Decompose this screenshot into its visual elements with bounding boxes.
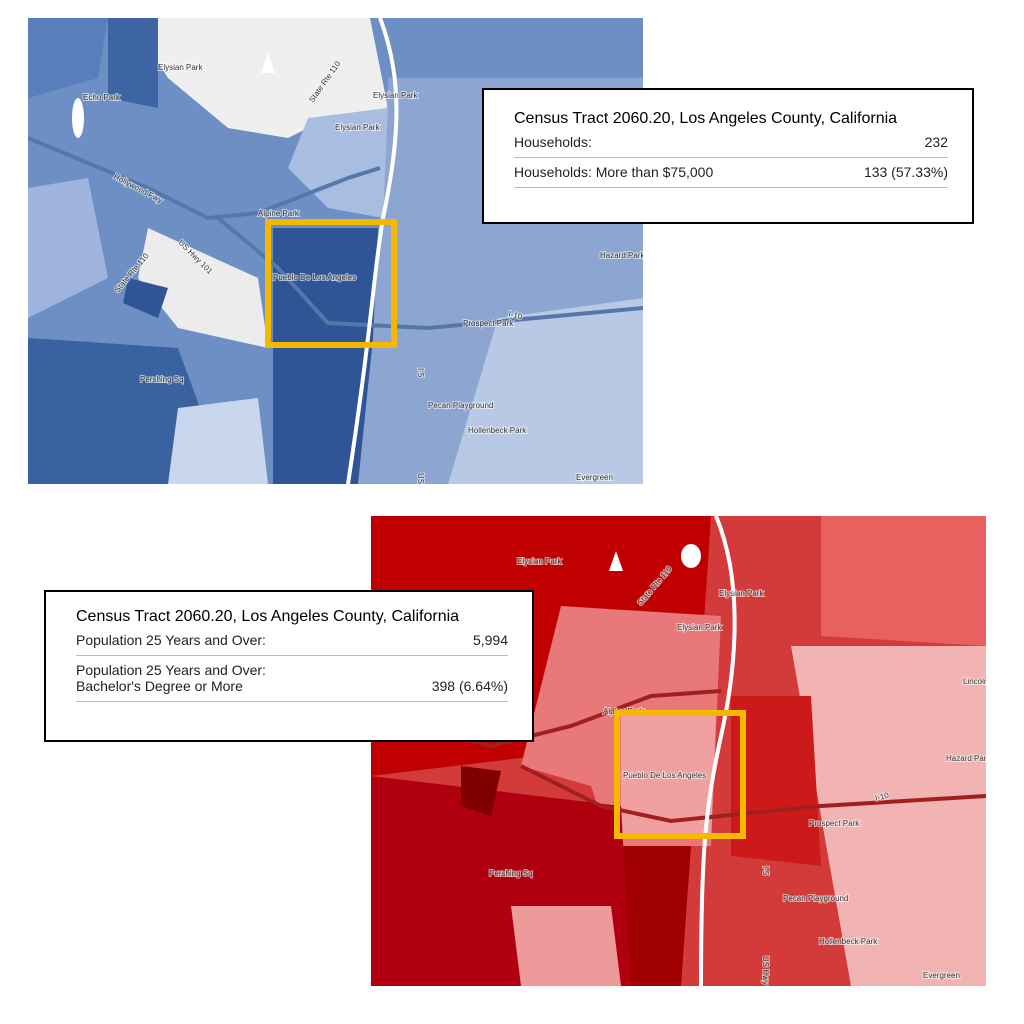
row-label-line: Households:: [514, 134, 592, 150]
popup-row: Population 25 Years and Over: Bachelor's …: [76, 656, 508, 702]
map-label: Pershing Sq: [140, 375, 184, 384]
map-label: Elysian Park: [335, 123, 380, 132]
row-label: Households:: [514, 134, 592, 150]
map-label: Pershing Sq: [489, 869, 533, 878]
map-label: Evergreen: [923, 971, 960, 980]
map-label: Prospect Park: [809, 819, 860, 828]
map-label: Echo Park: [83, 93, 121, 102]
map-label: Pueblo De Los Angeles: [623, 771, 706, 780]
map-label: Hazard Park: [946, 754, 986, 763]
row-label: Population 25 Years and Over:: [76, 632, 266, 648]
map-label: Hazard Park: [600, 251, 643, 260]
map-label: I-5: [416, 368, 425, 378]
row-label: Households: More than $75,000: [514, 164, 713, 180]
map-label: Prospect Park: [463, 319, 514, 328]
popup-title: Census Tract 2060.20, Los Angeles County…: [76, 608, 460, 625]
popup-row: Households: 232: [514, 128, 948, 158]
popup: Census Tract 2060.20, Los Angeles County…: [482, 88, 974, 224]
highlight-box: [614, 710, 746, 839]
map-label: Elysian Park: [677, 623, 722, 632]
row-value: 232: [924, 134, 948, 150]
row-value: 5,994: [472, 632, 508, 648]
map-label: Elysian Park: [158, 63, 203, 72]
map-label: US Hwy 101: [761, 956, 770, 986]
row-value: 398 (6.64%): [431, 678, 508, 694]
map-label: Pecan Playground: [783, 894, 848, 903]
row-value: 133 (57.33%): [863, 164, 948, 180]
popup: Census Tract 2060.20, Los Angeles County…: [44, 590, 534, 742]
map-label: Elysian Park: [517, 557, 562, 566]
row-label-line: Population 25 Years and Over:: [76, 662, 266, 678]
row-label: Population 25 Years and Over: Bachelor's …: [76, 662, 266, 694]
map-label: Elysian Park: [373, 91, 418, 100]
row-label-line: Bachelor's Degree or More: [76, 678, 243, 694]
map-label: Hollenbeck Park: [468, 426, 527, 435]
highlight-box: [265, 219, 397, 348]
row-label-line: Population 25 Years and Over:: [76, 632, 266, 648]
map-label: Pueblo De Los Angeles: [273, 273, 356, 282]
popup-row: Population 25 Years and Over: 5,994: [76, 626, 508, 656]
map-label: Pecan Playground: [428, 401, 493, 410]
map-label: Elysian Park: [719, 589, 764, 598]
map-label: US Hwy 101: [416, 473, 425, 484]
map-label: Evergreen: [576, 473, 613, 482]
row-label-line: Households: More than $75,000: [514, 164, 714, 180]
map-label: I-5: [761, 866, 770, 876]
map-label: Lincoln Park: [963, 677, 986, 686]
map-label: Alpine Park: [258, 209, 300, 218]
map-label: Hollenbeck Park: [819, 937, 878, 946]
popup-row: Households: More than $75,000 133 (57.33%…: [514, 158, 948, 188]
popup-title: Census Tract 2060.20, Los Angeles County…: [514, 110, 898, 127]
